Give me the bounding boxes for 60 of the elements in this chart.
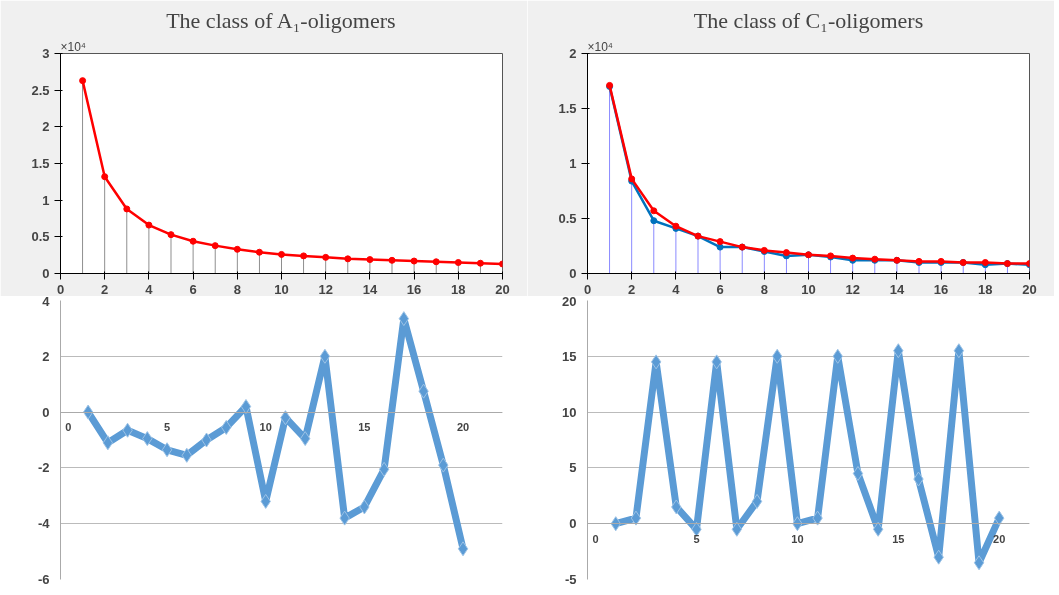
x-tick-label: 0 xyxy=(583,281,592,297)
y-tick-label: 0 xyxy=(42,266,50,281)
y-tick-label: 5 xyxy=(569,460,577,476)
x-tick-label: 10 xyxy=(791,532,804,545)
x-tick-label: 20 xyxy=(993,532,1006,545)
y-tick-label: 1.5 xyxy=(558,101,577,116)
x-tick-label: 4 xyxy=(672,281,681,297)
x-tick-label: 15 xyxy=(358,421,371,434)
x-tick-label: 0 xyxy=(592,532,599,545)
annotation: ×10⁴ xyxy=(587,39,614,54)
y-tick-label: 2.5 xyxy=(31,82,50,98)
x-tick-label: 4 xyxy=(145,281,154,297)
chart-title: The class of A₁-oligomers xyxy=(166,7,396,33)
x-tick-label: 14 xyxy=(362,281,378,297)
y-tick-label: 0 xyxy=(569,516,577,532)
x-tick-label: 10 xyxy=(259,421,272,434)
y-tick-label: 0.5 xyxy=(31,229,50,245)
y-tick-label: 1 xyxy=(42,192,50,208)
x-tick-label: 10 xyxy=(801,281,816,297)
y-tick-label: 0 xyxy=(42,404,50,420)
y-tick-label: -6 xyxy=(37,572,50,587)
x-tick-label: 10 xyxy=(274,281,289,297)
x-tick-label: 20 xyxy=(456,421,470,434)
y-tick-label: -2 xyxy=(37,460,50,476)
x-tick-label: 6 xyxy=(716,281,724,297)
x-tick-label: 12 xyxy=(845,281,860,297)
x-tick-label: 8 xyxy=(233,281,241,297)
y-tick-label: 1 xyxy=(569,156,577,171)
x-tick-label: 20 xyxy=(495,281,510,297)
y-tick-label: 2 xyxy=(569,46,577,61)
text: ×10⁴ xyxy=(60,39,87,54)
x-tick-label: 2 xyxy=(101,281,109,297)
x-tick-label: 15 xyxy=(892,532,905,545)
x-tick-label: 5 xyxy=(163,421,171,434)
y-tick-label: 1.5 xyxy=(31,156,50,171)
x-tick-label: 0 xyxy=(56,281,65,297)
x-tick-label: 8 xyxy=(760,281,768,297)
y-tick-label: 10 xyxy=(562,404,577,420)
x-tick-label: 16 xyxy=(406,281,422,297)
y-tick-label: 15 xyxy=(562,348,577,364)
x-tick-label: 14 xyxy=(889,281,905,297)
x-tick-label: 20 xyxy=(1022,281,1037,297)
x-tick-label: 6 xyxy=(189,281,197,297)
y-tick-label: 3 xyxy=(42,46,50,61)
y-tick-label: 4 xyxy=(42,293,51,309)
y-tick-label: -5 xyxy=(564,572,577,587)
x-tick-label: 0 xyxy=(65,421,72,434)
x-tick-label: 18 xyxy=(978,281,993,297)
x-tick-label: 5 xyxy=(693,532,700,545)
y-tick-label: 2 xyxy=(42,348,50,364)
y-tick-label: -4 xyxy=(37,516,51,532)
chart-title: The class of C₁-oligomers xyxy=(693,7,924,33)
x-tick-label: 16 xyxy=(933,281,949,297)
y-tick-label: 20 xyxy=(562,293,577,309)
y-tick-label: 0.5 xyxy=(558,211,577,226)
x-tick-label: 12 xyxy=(318,281,333,297)
x-tick-label: 18 xyxy=(451,281,466,297)
x-tick-label: 2 xyxy=(628,281,636,297)
y-tick-label: 2 xyxy=(42,119,50,135)
y-tick-label: 0 xyxy=(569,266,577,281)
